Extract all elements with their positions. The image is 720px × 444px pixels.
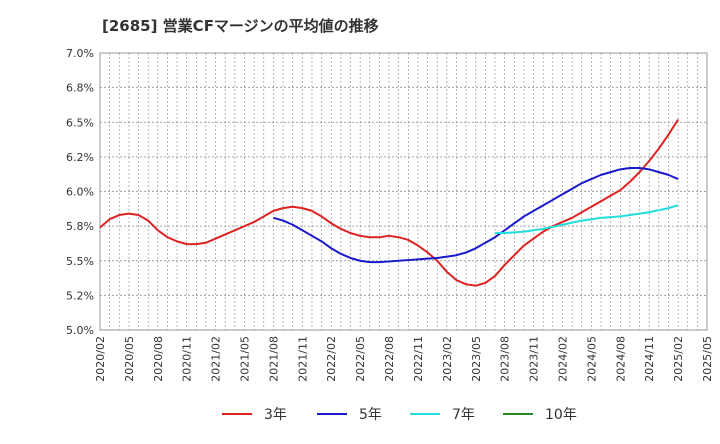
y-tick-label: 5.2% bbox=[66, 289, 94, 302]
y-tick-label: 5.8% bbox=[66, 220, 94, 233]
x-tick-label: 2023/11 bbox=[528, 336, 541, 382]
x-tick-label: 2020/02 bbox=[94, 336, 107, 382]
y-tick-label: 6.5% bbox=[66, 116, 94, 129]
x-tick-label: 2021/08 bbox=[267, 336, 280, 382]
x-tick-label: 2021/11 bbox=[296, 336, 309, 382]
x-tick-label: 2020/08 bbox=[152, 336, 165, 382]
series-line-3年 bbox=[99, 118, 679, 287]
x-tick-label: 2020/05 bbox=[123, 336, 136, 382]
x-tick-label: 2021/05 bbox=[239, 336, 252, 382]
x-tick-label: 2022/11 bbox=[412, 336, 425, 382]
x-tick-label: 2022/05 bbox=[354, 336, 367, 382]
x-tick-label: 2024/02 bbox=[556, 336, 569, 382]
x-tick-label: 2023/08 bbox=[499, 336, 512, 382]
y-tick-label: 5.0% bbox=[66, 324, 94, 337]
x-tick-labels: 2020/02 2020/05 2020/08 2020/11 2021/02 2021/… bbox=[94, 336, 714, 382]
series-lines bbox=[99, 118, 679, 287]
legend-label: 5年 bbox=[359, 407, 382, 423]
x-tick-label: 2020/11 bbox=[181, 336, 194, 382]
x-tick-label: 2023/02 bbox=[441, 336, 454, 382]
x-tick-label: 2022/02 bbox=[325, 336, 338, 382]
x-tick-label: 2023/05 bbox=[470, 336, 483, 382]
legend-label: 3年 bbox=[264, 407, 287, 423]
y-tick-label: 6.2% bbox=[66, 151, 94, 164]
x-tick-label: 2025/05 bbox=[701, 336, 714, 382]
y-tick-labels: 5.0% 5.2% 5.5% 5.8% 6.0% 6.2% 6.5% 6.8% 7.0% bbox=[66, 47, 94, 337]
series-line-5年 bbox=[273, 166, 679, 264]
x-tick-label: 2024/08 bbox=[614, 336, 627, 382]
y-tick-label: 7.0% bbox=[66, 47, 94, 60]
gridlines bbox=[100, 53, 707, 330]
x-tick-label: 2025/02 bbox=[672, 336, 685, 382]
legend-label: 7年 bbox=[452, 407, 475, 423]
chart-title: [2685] 営業CFマージンの平均値の推移 bbox=[102, 17, 379, 35]
series-line-7年 bbox=[495, 204, 679, 235]
x-tick-label: 2024/05 bbox=[585, 336, 598, 382]
legend-label: 10年 bbox=[545, 407, 577, 423]
y-tick-label: 6.0% bbox=[66, 186, 94, 199]
x-tick-label: 2024/11 bbox=[643, 336, 656, 382]
x-tick-label: 2021/02 bbox=[210, 336, 223, 382]
legend: 3年 5年 7年 10年 bbox=[222, 407, 577, 423]
y-tick-label: 5.5% bbox=[66, 255, 94, 268]
y-tick-label: 6.8% bbox=[66, 82, 94, 95]
x-tick-label: 2022/08 bbox=[383, 336, 396, 382]
